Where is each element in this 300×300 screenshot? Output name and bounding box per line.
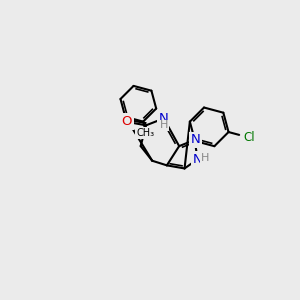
Text: H: H xyxy=(160,120,168,130)
Text: N: N xyxy=(193,153,202,166)
Text: Cl: Cl xyxy=(243,131,255,144)
Text: CH₃: CH₃ xyxy=(136,128,155,138)
Text: N: N xyxy=(190,134,200,146)
Text: H: H xyxy=(200,153,209,164)
Text: O: O xyxy=(122,115,132,128)
Text: N: N xyxy=(159,112,169,125)
